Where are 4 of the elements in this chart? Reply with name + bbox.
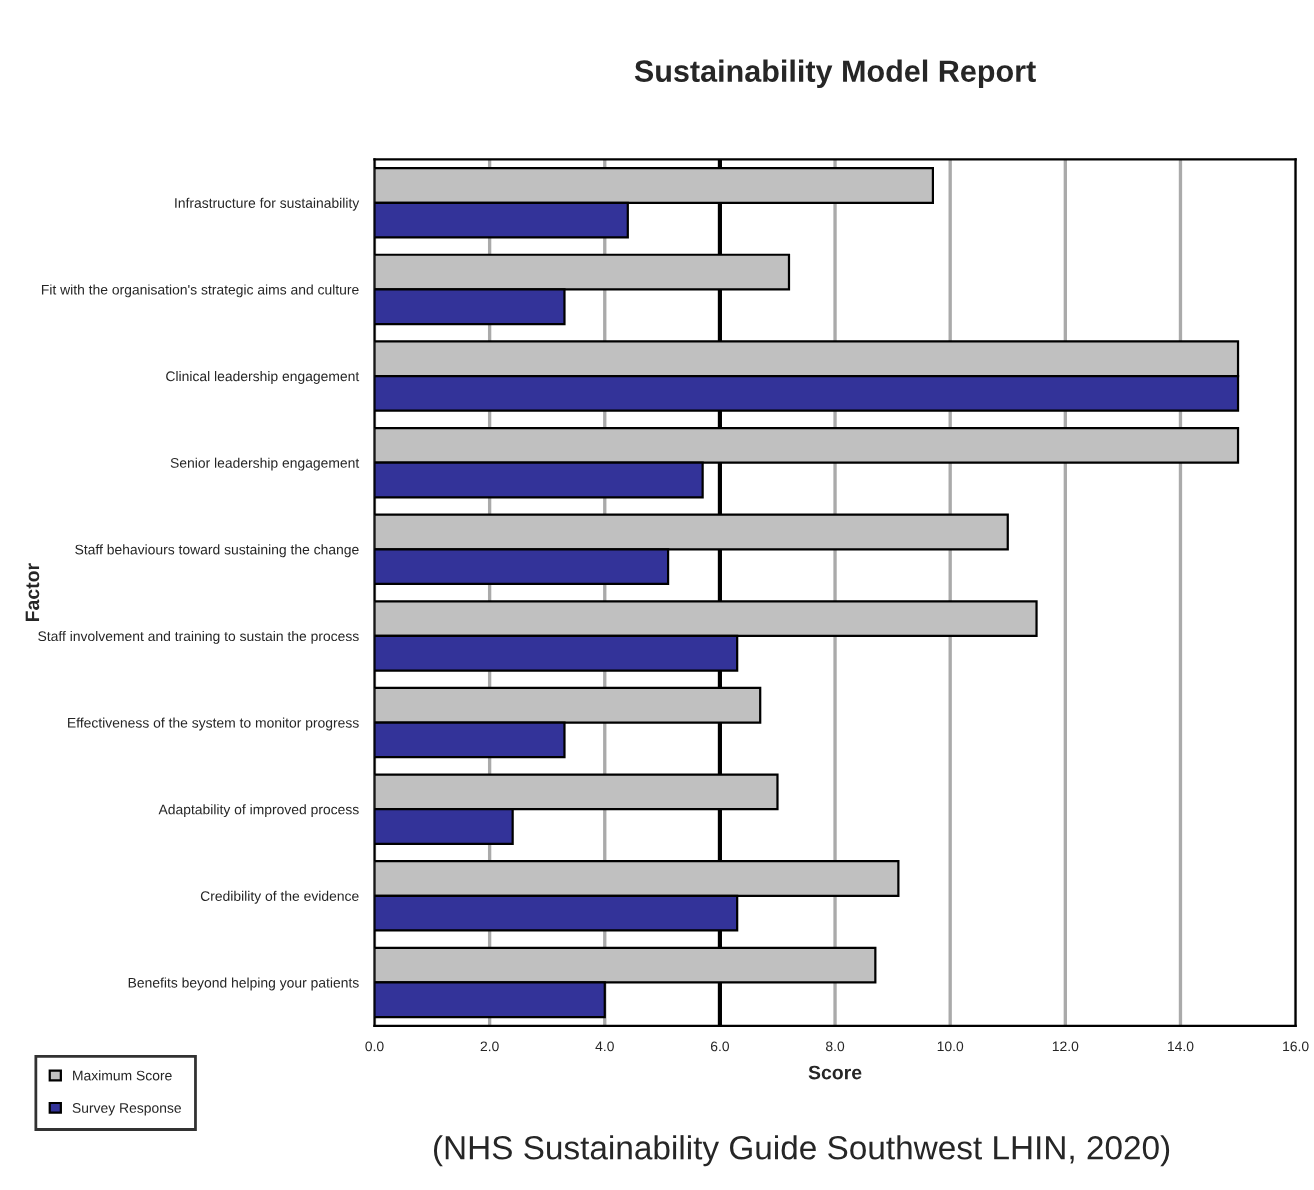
text: (NHS Sustainability Guide Southwest LHIN, 2020) (434, 1135, 1170, 1167)
y-axis-title: Factor (25, 563, 40, 622)
chart-title: Sustainability Model Report (634, 59, 1036, 89)
x-axis-title: Score (808, 1065, 862, 1080)
